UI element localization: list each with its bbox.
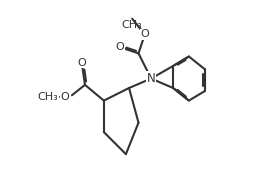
Text: O: O bbox=[140, 29, 149, 39]
Text: O: O bbox=[115, 42, 124, 52]
Text: N: N bbox=[147, 72, 155, 85]
Text: O: O bbox=[60, 92, 69, 102]
Text: CH₃: CH₃ bbox=[122, 20, 143, 30]
Text: O: O bbox=[78, 58, 86, 68]
Text: CH₃: CH₃ bbox=[37, 92, 58, 102]
